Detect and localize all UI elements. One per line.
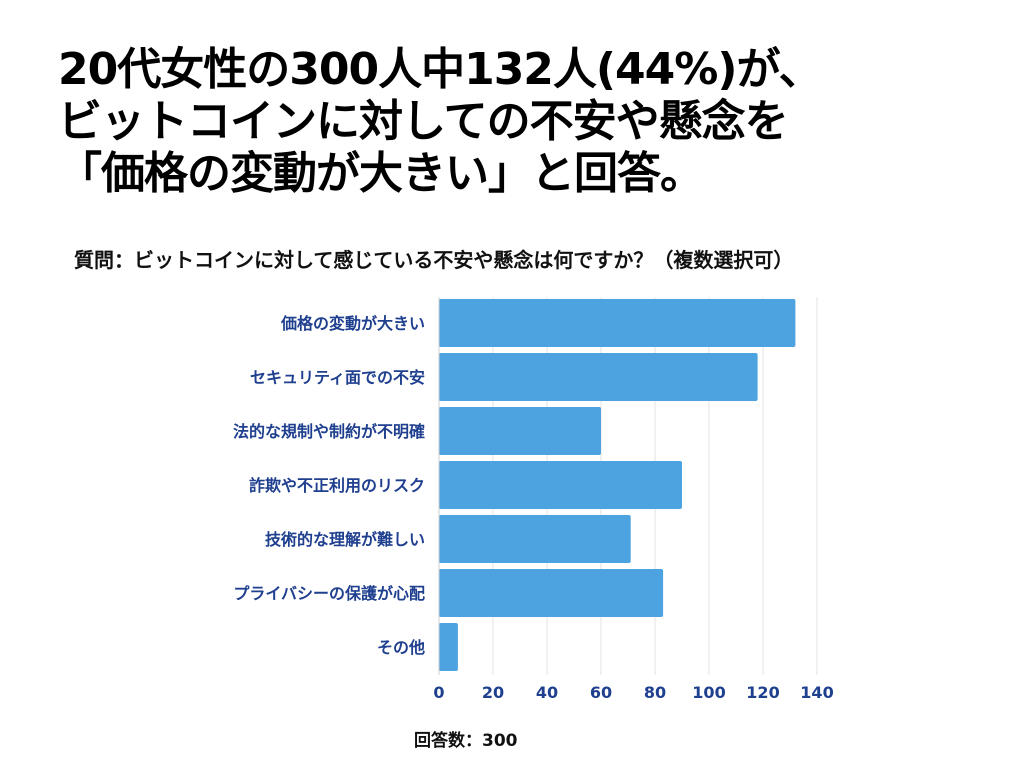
- x-tick-label: 20: [482, 683, 504, 702]
- response-count: 回答数：300: [414, 731, 518, 751]
- x-tick-label: 120: [746, 683, 779, 702]
- category-label: 詐欺や不正利用のリスク: [249, 476, 425, 495]
- bar: [439, 569, 664, 617]
- bar: [439, 515, 631, 563]
- x-tick-label: 40: [536, 683, 558, 702]
- bar: [439, 623, 458, 671]
- headline-line-1: 20代女性の300人中132人(44%)が、: [58, 44, 823, 95]
- category-label: 価格の変動が大きい: [280, 314, 425, 333]
- category-label: セキュリティ面での不安: [250, 368, 425, 387]
- survey-question: 質問：ビットコインに対して感じている不安や懸念は何ですか？（複数選択可）: [74, 248, 794, 272]
- x-tick-label: 80: [644, 683, 666, 702]
- category-label: プライバシーの保護が心配: [233, 584, 425, 603]
- category-label: その他: [377, 638, 425, 657]
- bar: [439, 407, 601, 455]
- category-label: 法的な規制や制約が不明確: [233, 422, 425, 441]
- x-tick-label: 60: [590, 683, 612, 702]
- bar: [439, 353, 758, 401]
- x-tick-label: 0: [433, 683, 444, 702]
- headline-line-2: ビットコインに対しての不安や懸念を: [58, 96, 789, 147]
- category-label: 技術的な理解が難しい: [265, 530, 425, 549]
- headline: 20代女性の300人中132人(44%)が、 ビットコインに対しての不安や懸念を…: [58, 44, 998, 200]
- headline-line-3: 「価格の変動が大きい」と回答。: [58, 148, 704, 199]
- bar: [439, 461, 682, 509]
- x-tick-label: 100: [692, 683, 725, 702]
- bar: [439, 299, 796, 347]
- x-tick-label: 140: [800, 683, 833, 702]
